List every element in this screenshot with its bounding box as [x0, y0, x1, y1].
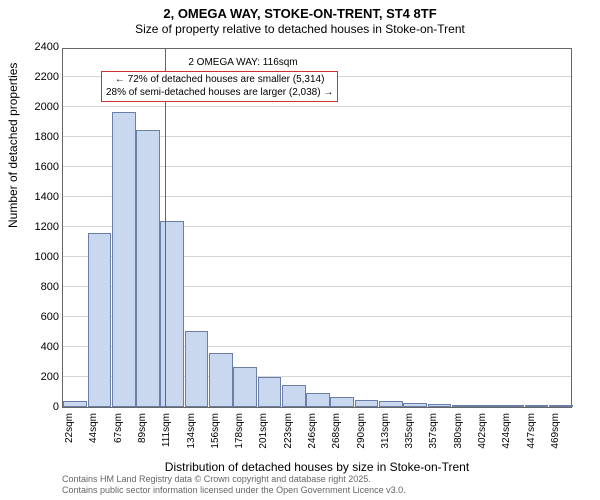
footer-line-1: Contains HM Land Registry data © Crown c…: [62, 474, 406, 485]
x-tick-label: 402sqm: [477, 413, 488, 449]
y-tick-label: 1600: [35, 161, 63, 173]
histogram-bar: [403, 403, 427, 408]
y-tick-label: 2200: [35, 71, 63, 83]
histogram-bar: [63, 401, 87, 407]
histogram-bar: [379, 401, 403, 407]
histogram-bar: [160, 221, 184, 407]
y-tick-label: 0: [53, 401, 63, 413]
x-tick-label: 22sqm: [64, 413, 75, 443]
y-tick-label: 1000: [35, 251, 63, 263]
y-tick-label: 2000: [35, 101, 63, 113]
x-tick-label: 335sqm: [404, 413, 415, 449]
x-tick-label: 424sqm: [501, 413, 512, 449]
histogram-bar: [185, 331, 209, 408]
x-tick-label: 313sqm: [380, 413, 391, 449]
x-tick-label: 357sqm: [428, 413, 439, 449]
histogram-bar: [330, 397, 354, 408]
x-tick-label: 268sqm: [331, 413, 342, 449]
footer-line-2: Contains public sector information licen…: [62, 485, 406, 496]
title-block: 2, OMEGA WAY, STOKE-ON-TRENT, ST4 8TF Si…: [0, 6, 600, 36]
histogram-bar: [136, 130, 160, 408]
plot-area: 0200400600800100012001400160018002000220…: [62, 48, 572, 408]
annotation-title: 2 OMEGA WAY: 116sqm: [113, 57, 373, 68]
x-tick-label: 134sqm: [186, 413, 197, 449]
x-tick-label: 380sqm: [453, 413, 464, 449]
histogram-bar: [306, 393, 330, 407]
histogram-bar: [233, 367, 257, 408]
histogram-bar: [500, 405, 524, 407]
y-tick-label: 1800: [35, 131, 63, 143]
histogram-bar: [525, 405, 549, 407]
x-tick-label: 469sqm: [550, 413, 561, 449]
x-axis-label: Distribution of detached houses by size …: [62, 460, 572, 474]
histogram-bar: [549, 405, 573, 407]
marker-line: [165, 49, 166, 407]
histogram-bar: [112, 112, 136, 408]
y-tick-label: 800: [41, 281, 63, 293]
annotation-line-2: 28% of semi-detached houses are larger (…: [106, 87, 333, 100]
x-tick-label: 223sqm: [283, 413, 294, 449]
histogram-bar: [452, 405, 476, 407]
annotation-box: ← 72% of detached houses are smaller (5,…: [101, 71, 338, 102]
histogram-bar: [355, 400, 379, 408]
y-axis-label: Number of detached properties: [6, 63, 20, 228]
y-tick-label: 1200: [35, 221, 63, 233]
y-tick-label: 2400: [35, 41, 63, 53]
x-tick-label: 290sqm: [356, 413, 367, 449]
histogram-bar: [258, 377, 282, 407]
chart-title-1: 2, OMEGA WAY, STOKE-ON-TRENT, ST4 8TF: [0, 6, 600, 21]
y-tick-label: 200: [41, 371, 63, 383]
histogram-bar: [282, 385, 306, 408]
chart-title-2: Size of property relative to detached ho…: [0, 22, 600, 36]
x-tick-label: 156sqm: [210, 413, 221, 449]
y-tick-label: 1400: [35, 191, 63, 203]
histogram-bar: [209, 353, 233, 407]
histogram-bar: [88, 233, 112, 407]
histogram-bar: [476, 405, 500, 407]
x-tick-label: 178sqm: [234, 413, 245, 449]
x-tick-label: 44sqm: [88, 413, 99, 443]
footer-attrib: Contains HM Land Registry data © Crown c…: [62, 474, 406, 496]
x-tick-label: 246sqm: [307, 413, 318, 449]
x-tick-label: 201sqm: [258, 413, 269, 449]
x-tick-label: 89sqm: [137, 413, 148, 443]
x-tick-label: 447sqm: [526, 413, 537, 449]
gridline: [63, 106, 571, 107]
y-tick-label: 600: [41, 311, 63, 323]
x-tick-label: 67sqm: [113, 413, 124, 443]
x-tick-label: 111sqm: [161, 413, 172, 447]
annotation-line-1: ← 72% of detached houses are smaller (5,…: [106, 74, 333, 87]
histogram-bar: [428, 404, 452, 407]
y-tick-label: 400: [41, 341, 63, 353]
